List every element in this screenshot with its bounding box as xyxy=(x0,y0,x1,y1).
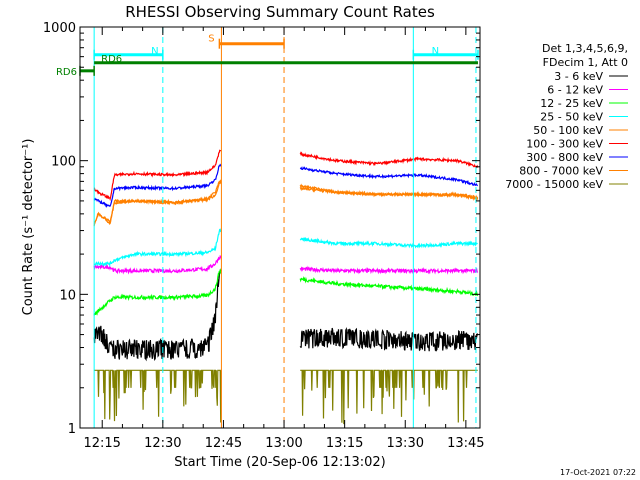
flag-label-3: RD6 xyxy=(101,54,122,65)
generation-timestamp: 17-Oct-2021 07:22 xyxy=(560,468,636,477)
series-8 xyxy=(94,369,478,425)
series-7-trace-0 xyxy=(93,179,222,225)
series-1-trace-1 xyxy=(299,265,479,275)
x-tick-label-5: 13:30 xyxy=(387,436,424,451)
flag-label-0: N xyxy=(151,46,158,57)
legend-label-4: 50 - 100 keV xyxy=(533,124,603,137)
series-5-trace-1 xyxy=(299,151,479,169)
legend-label-1: 6 - 12 keV xyxy=(547,84,603,97)
flag-label-4: RD6 xyxy=(56,67,77,78)
x-tick-label-6: 13:45 xyxy=(447,436,484,451)
legend-header-detectors: Det 1,3,4,5,6,9, xyxy=(542,42,628,55)
series-5 xyxy=(93,149,479,202)
legend-label-6: 300 - 800 keV xyxy=(526,151,603,164)
series-6-trace-1 xyxy=(299,166,479,187)
series-0-trace-0 xyxy=(93,268,222,362)
y-tick-label-3: 1000 xyxy=(43,21,76,36)
series-3-trace-0 xyxy=(93,228,222,268)
series-6-trace-0 xyxy=(93,163,222,208)
series-0-trace-1 xyxy=(299,326,479,352)
series-5-trace-0 xyxy=(93,149,222,202)
series-7-trace-1 xyxy=(299,183,479,202)
x-tick-label-4: 13:15 xyxy=(326,436,363,451)
flag-label-2: S xyxy=(208,34,214,45)
series-2-trace-0 xyxy=(93,268,222,316)
x-tick-label-1: 12:30 xyxy=(144,436,181,451)
y-tick-label-1: 10 xyxy=(59,288,76,303)
x-tick-label-0: 12:15 xyxy=(83,436,120,451)
plot-series-group xyxy=(93,149,479,425)
series-2-trace-1 xyxy=(299,276,479,297)
legend: Det 1,3,4,5,6,9, FDecim 1, Att 0 3 - 6 k… xyxy=(505,42,628,191)
chart-title: RHESSI Observing Summary Count Rates xyxy=(125,3,435,21)
legend-label-2: 12 - 25 keV xyxy=(540,97,603,110)
observing-flags-group: N N S RD6 RD6 xyxy=(56,27,479,428)
series-3 xyxy=(93,228,478,268)
legend-header-decimation: FDecim 1, Att 0 xyxy=(543,56,628,69)
legend-label-7: 800 - 7000 keV xyxy=(519,165,603,178)
legend-label-0: 3 - 6 keV xyxy=(554,70,603,83)
plot-frame xyxy=(79,26,481,429)
series-8-trace-1 xyxy=(300,369,478,425)
series-8-trace-0 xyxy=(94,369,222,423)
series-1 xyxy=(93,255,479,275)
series-3-trace-1 xyxy=(299,237,478,249)
axes-group: 1 10 100 1000 12:15 12:30 12:45 13:00 13:15 13:30… xyxy=(43,21,485,451)
y-tick-label-2: 100 xyxy=(51,155,76,170)
series-6 xyxy=(93,163,479,208)
series-2 xyxy=(93,268,479,316)
series-7 xyxy=(93,179,479,225)
y-axis-title: Count Rate (s⁻¹ detector⁻¹) xyxy=(21,139,36,316)
legend-label-8: 7000 - 15000 keV xyxy=(505,178,603,191)
legend-label-5: 100 - 300 keV xyxy=(526,138,603,151)
series-1-trace-0 xyxy=(93,255,222,275)
y-tick-label-0: 1 xyxy=(68,422,76,437)
legend-label-3: 25 - 50 keV xyxy=(540,111,603,124)
x-tick-label-2: 12:45 xyxy=(205,436,242,451)
x-axis-title: Start Time (20-Sep-06 12:13:02) xyxy=(174,455,385,470)
flag-label-1: N xyxy=(432,46,439,57)
series-0 xyxy=(93,268,479,362)
x-tick-label-3: 13:00 xyxy=(265,436,302,451)
